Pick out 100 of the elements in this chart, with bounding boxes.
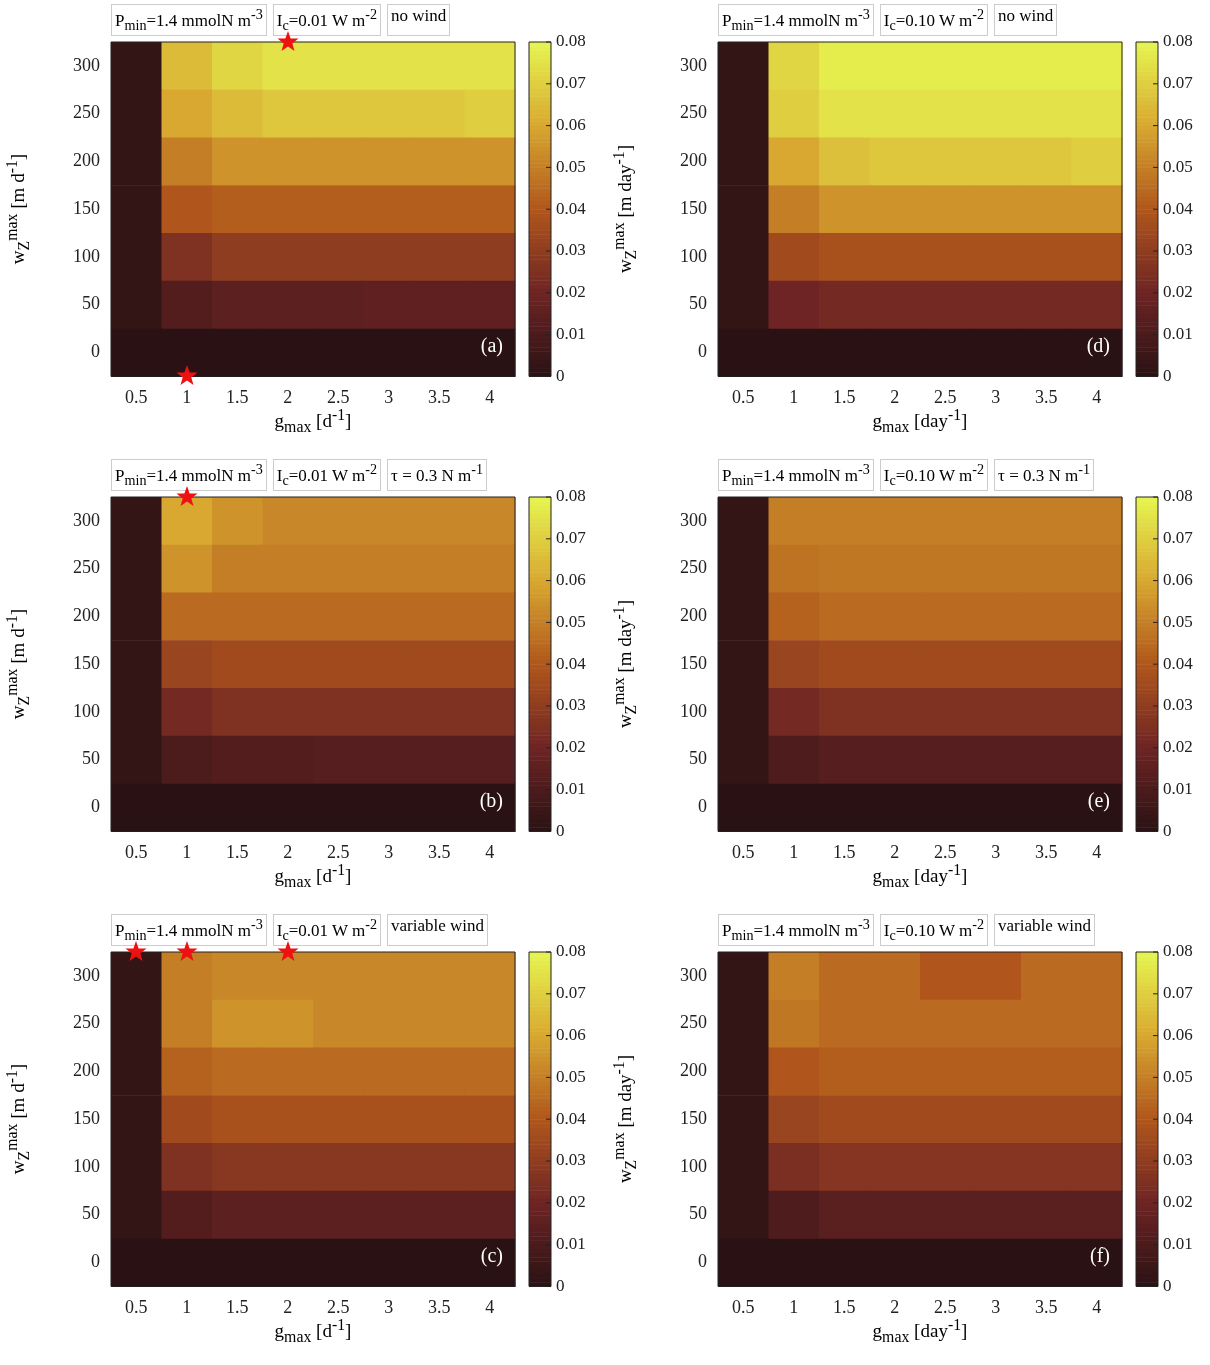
y-tick-label: 50 bbox=[82, 293, 100, 314]
color-bar-label: 0.05 bbox=[1163, 1066, 1193, 1086]
color-bar-label: 0.05 bbox=[556, 611, 586, 631]
color-bar-label: 0.05 bbox=[556, 156, 586, 176]
color-bar-label: 0.06 bbox=[556, 570, 586, 590]
text: variable wind bbox=[387, 914, 489, 947]
y-tick-label: 0 bbox=[91, 341, 100, 362]
y-tick-label: 250 bbox=[680, 102, 707, 123]
color-bar-label: 0.04 bbox=[1163, 198, 1194, 218]
color-bar-label: 0.07 bbox=[1163, 528, 1194, 548]
x-tick-label: 1 bbox=[182, 841, 192, 862]
x-tick-label: 3 bbox=[991, 841, 1001, 862]
y-tick-label: 50 bbox=[689, 748, 707, 769]
y-tick-label: 250 bbox=[680, 1012, 707, 1033]
y-tick-label: 250 bbox=[680, 557, 707, 578]
color-bar-label: 0.06 bbox=[1163, 115, 1193, 135]
y-tick-label: 100 bbox=[680, 245, 707, 266]
x-axis-title: g$_{max}$ [d$^{-1}$] bbox=[274, 1316, 352, 1347]
text: variable wind bbox=[994, 914, 1096, 947]
annotation: (c) bbox=[480, 1244, 503, 1268]
x-tick-label: 3 bbox=[384, 841, 394, 862]
x-tick-label: 1.5 bbox=[833, 841, 856, 862]
annotation: (f) bbox=[1090, 1244, 1110, 1268]
x-tick-label: 3.5 bbox=[428, 841, 451, 862]
y-tick-label: 150 bbox=[73, 1107, 100, 1128]
color-bar-label: 0.03 bbox=[556, 1150, 586, 1170]
color-bar-label: 0.01 bbox=[556, 1234, 586, 1254]
x-tick-label: 1.5 bbox=[226, 386, 249, 407]
text: I$_{c}$=0.10 W m$^{-2}$ bbox=[879, 914, 989, 947]
text: τ = 0.3 N m$^{-1}$ bbox=[387, 459, 488, 492]
x-tick-label: 1.5 bbox=[833, 386, 856, 407]
x-tick-label: 2 bbox=[283, 841, 293, 862]
text: τ = 0.3 N m$^{-1}$ bbox=[994, 459, 1095, 492]
y-tick-label: 50 bbox=[689, 1203, 707, 1224]
color-bar-label: 0.07 bbox=[1163, 73, 1194, 93]
x-axis-title: g$_{max}$ [day$^{-1}$] bbox=[872, 861, 968, 892]
color-bar-label: 0.04 bbox=[1163, 1108, 1194, 1128]
color-bar-label: 0 bbox=[1163, 1275, 1172, 1295]
color-bar-label: 0.07 bbox=[556, 73, 587, 93]
x-axis-title: g$_{max}$ [day$^{-1}$] bbox=[872, 1316, 968, 1347]
x-tick-label: 0.5 bbox=[125, 1296, 148, 1317]
text: P$_{min}$=1.4 mmolN m$^{-3}$ bbox=[718, 4, 874, 37]
y-tick-label: 0 bbox=[698, 1251, 707, 1272]
color-bar-label: 0.01 bbox=[556, 779, 586, 799]
y-tick-label: 200 bbox=[680, 150, 707, 171]
x-tick-label: 3.5 bbox=[1035, 841, 1058, 862]
color-bar-label: 0.03 bbox=[1163, 1150, 1193, 1170]
text: P$_{min}$=1.4 mmolN m$^{-3}$ bbox=[111, 459, 267, 492]
y-tick-label: 200 bbox=[73, 150, 100, 171]
y-tick-label: 150 bbox=[73, 197, 100, 218]
y-tick-label: 200 bbox=[73, 1060, 100, 1081]
y-tick-label: 0 bbox=[91, 1251, 100, 1272]
y-tick-label: 300 bbox=[680, 54, 707, 75]
color-bar-label: 0.05 bbox=[1163, 156, 1193, 176]
annotation: (a) bbox=[480, 334, 503, 358]
color-bar-label: 0 bbox=[556, 1275, 565, 1295]
y-tick-label: 250 bbox=[73, 102, 100, 123]
color-bar-label: 0.08 bbox=[1163, 31, 1193, 51]
color-bar-label: 0.01 bbox=[1163, 1234, 1193, 1254]
color-bar-label: 0.06 bbox=[556, 1025, 586, 1045]
color-bar-label: 0.06 bbox=[1163, 570, 1193, 590]
text: no wind bbox=[994, 4, 1058, 37]
y-tick-label: 50 bbox=[82, 1203, 100, 1224]
x-tick-label: 0.5 bbox=[125, 841, 148, 862]
y-tick-label: 100 bbox=[73, 245, 100, 266]
color-bar-label: 0.05 bbox=[556, 1066, 586, 1086]
color-bar-label: 0.06 bbox=[556, 115, 586, 135]
y-tick-label: 100 bbox=[73, 1155, 100, 1176]
color-bar-label: 0.04 bbox=[1163, 653, 1194, 673]
color-bar-label: 0.04 bbox=[556, 198, 587, 218]
color-bar-label: 0.08 bbox=[556, 486, 586, 506]
y-tick-label: 150 bbox=[680, 1107, 707, 1128]
color-bar-label: 0.08 bbox=[556, 31, 586, 51]
x-tick-label: 2 bbox=[890, 1296, 900, 1317]
color-bar-label: 0.03 bbox=[1163, 240, 1193, 260]
y-tick-label: 100 bbox=[680, 700, 707, 721]
text: P$_{min}$=1.4 mmolN m$^{-3}$ bbox=[718, 914, 874, 947]
color-bar-label: 0.02 bbox=[1163, 282, 1193, 302]
x-tick-label: 3 bbox=[384, 1296, 394, 1317]
y-tick-label: 100 bbox=[73, 700, 100, 721]
text: P$_{min}$=1.4 mmolN m$^{-3}$ bbox=[111, 914, 267, 947]
text: I$_{c}$=0.01 W m$^{-2}$ bbox=[272, 4, 382, 37]
color-bar-label: 0.07 bbox=[556, 528, 587, 548]
x-tick-label: 1 bbox=[182, 1296, 192, 1317]
color-bar-label: 0 bbox=[1163, 365, 1172, 385]
annotation: (b) bbox=[479, 789, 503, 813]
text: I$_{c}$=0.01 W m$^{-2}$ bbox=[272, 459, 382, 492]
text: no wind bbox=[387, 4, 451, 37]
x-tick-label: 2 bbox=[283, 386, 293, 407]
x-tick-label: 3 bbox=[384, 386, 394, 407]
x-tick-label: 0.5 bbox=[125, 386, 148, 407]
y-tick-label: 300 bbox=[680, 509, 707, 530]
color-bar-label: 0.07 bbox=[556, 983, 587, 1003]
y-tick-label: 100 bbox=[680, 1155, 707, 1176]
x-tick-label: 0.5 bbox=[732, 386, 755, 407]
color-bar-label: 0.06 bbox=[1163, 1025, 1193, 1045]
y-tick-label: 300 bbox=[73, 964, 100, 985]
y-tick-label: 200 bbox=[680, 1060, 707, 1081]
y-tick-label: 0 bbox=[698, 341, 707, 362]
x-tick-label: 0.5 bbox=[732, 841, 755, 862]
